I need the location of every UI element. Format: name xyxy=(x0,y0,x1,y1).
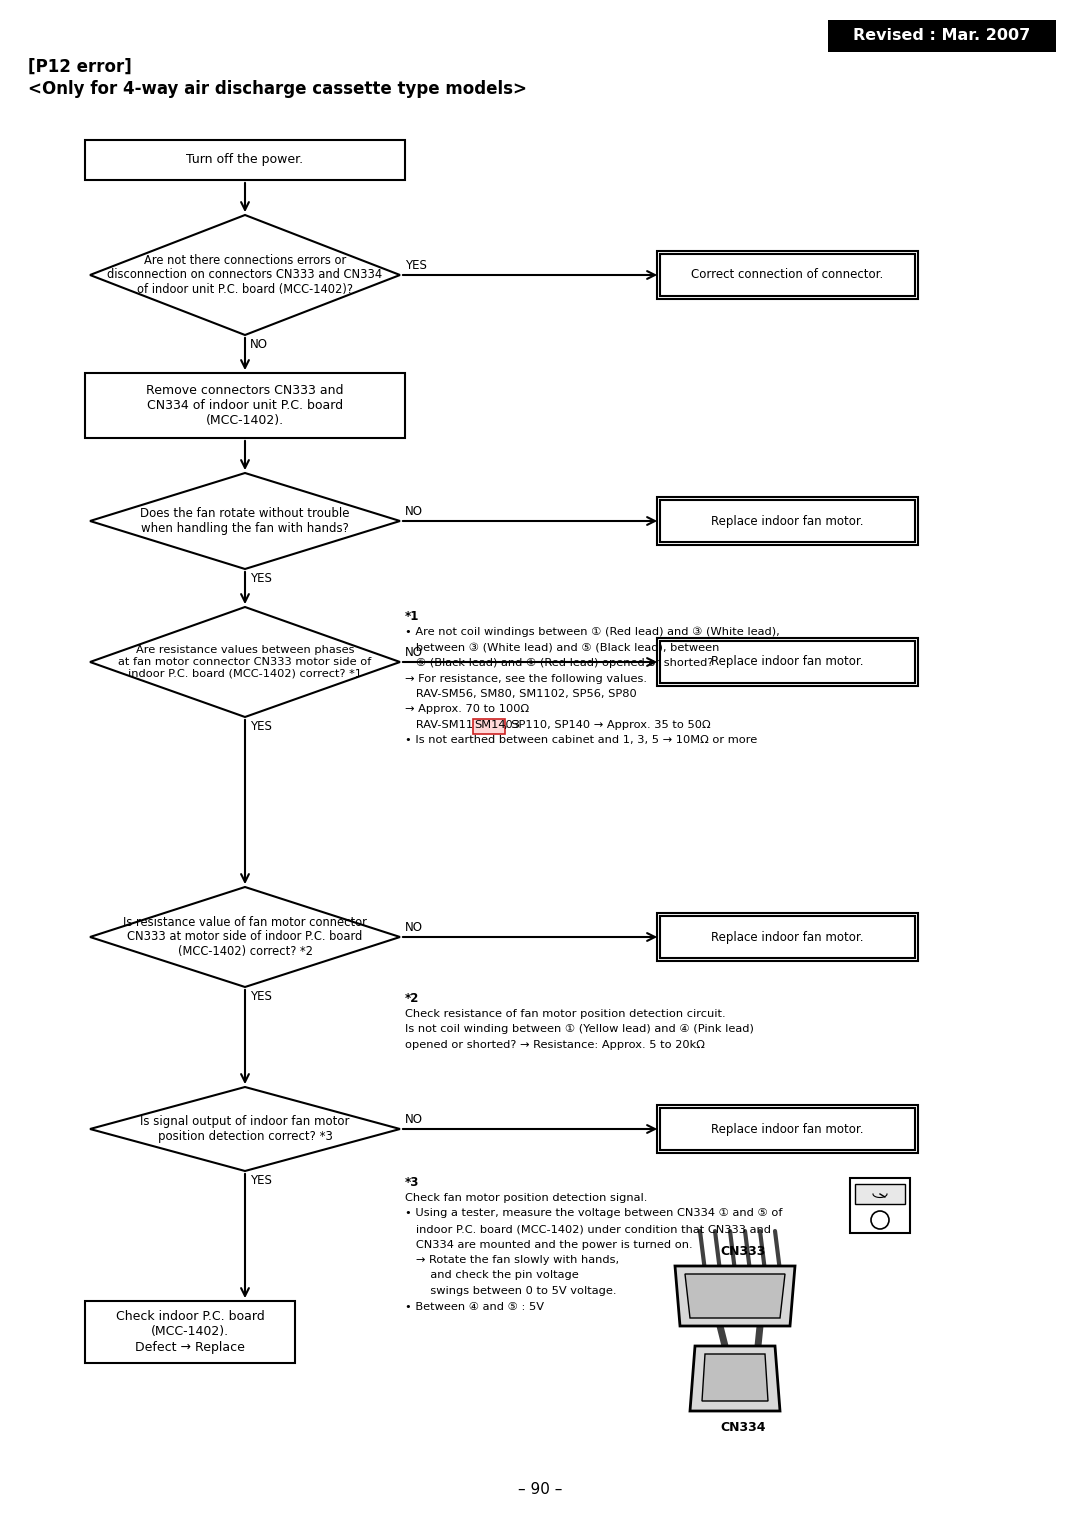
Text: Turn off the power.: Turn off the power. xyxy=(187,154,303,166)
Text: • Between ④ and ⑤ : 5V: • Between ④ and ⑤ : 5V xyxy=(405,1301,544,1312)
Bar xyxy=(828,20,1056,52)
Text: NO: NO xyxy=(405,921,423,933)
Bar xyxy=(657,637,918,686)
Text: Check fan motor position detection signal.: Check fan motor position detection signa… xyxy=(405,1193,647,1203)
Text: swings between 0 to 5V voltage.: swings between 0 to 5V voltage. xyxy=(405,1286,617,1296)
Polygon shape xyxy=(90,473,400,569)
Text: [P12 error]: [P12 error] xyxy=(28,58,132,76)
Text: *1: *1 xyxy=(405,610,419,624)
Text: → Rotate the fan slowly with hands,: → Rotate the fan slowly with hands, xyxy=(405,1255,619,1266)
Text: opened or shorted? → Resistance: Approx. 5 to 20kΩ: opened or shorted? → Resistance: Approx.… xyxy=(405,1040,705,1051)
Polygon shape xyxy=(690,1347,780,1411)
Text: ⑤ (Black lead) and ① (Red lead) opened or shorted?: ⑤ (Black lead) and ① (Red lead) opened o… xyxy=(405,657,714,668)
Text: indoor P.C. board (MCC-1402) under condition that CN333 and: indoor P.C. board (MCC-1402) under condi… xyxy=(405,1225,771,1234)
Text: • Is not earthed between cabinet and 1, 3, 5 → 10MΩ or more: • Is not earthed between cabinet and 1, … xyxy=(405,735,757,746)
Text: – 90 –: – 90 – xyxy=(517,1482,563,1498)
Bar xyxy=(660,500,915,541)
Text: • Are not coil windings between ① (Red lead) and ③ (White lead),: • Are not coil windings between ① (Red l… xyxy=(405,627,780,637)
Text: YES: YES xyxy=(249,720,272,734)
Text: Replace indoor fan motor.: Replace indoor fan motor. xyxy=(712,656,864,668)
Text: Check indoor P.C. board
(MCC-1402).
Defect → Replace: Check indoor P.C. board (MCC-1402). Defe… xyxy=(116,1310,265,1354)
Bar xyxy=(657,1106,918,1153)
Text: Revised : Mar. 2007: Revised : Mar. 2007 xyxy=(853,29,1030,44)
Text: *3: *3 xyxy=(405,1176,419,1190)
Text: RAV-SM1103,: RAV-SM1103, xyxy=(405,720,495,730)
Bar xyxy=(855,1183,905,1205)
Circle shape xyxy=(870,1211,889,1229)
Polygon shape xyxy=(90,1087,400,1171)
Text: Does the fan rotate without trouble
when handling the fan with hands?: Does the fan rotate without trouble when… xyxy=(140,506,350,535)
Polygon shape xyxy=(90,888,400,987)
Text: NO: NO xyxy=(405,1113,423,1125)
Text: Replace indoor fan motor.: Replace indoor fan motor. xyxy=(712,514,864,528)
Bar xyxy=(660,255,915,296)
Bar xyxy=(657,252,918,299)
Text: → Approx. 70 to 100Ω: → Approx. 70 to 100Ω xyxy=(405,705,529,715)
Bar xyxy=(660,917,915,958)
Bar xyxy=(85,140,405,180)
Text: CN334: CN334 xyxy=(720,1421,766,1434)
Bar xyxy=(473,718,504,734)
Text: CN334 are mounted and the power is turned on.: CN334 are mounted and the power is turne… xyxy=(405,1240,692,1249)
Bar xyxy=(660,1109,915,1150)
Text: Check resistance of fan motor position detection circuit.: Check resistance of fan motor position d… xyxy=(405,1010,726,1019)
Bar xyxy=(85,374,405,438)
Text: <Only for 4-way air discharge cassette type models>: <Only for 4-way air discharge cassette t… xyxy=(28,79,527,98)
Text: NO: NO xyxy=(405,647,423,659)
Text: Is not coil winding between ① (Yellow lead) and ④ (Pink lead): Is not coil winding between ① (Yellow le… xyxy=(405,1025,754,1034)
Text: Correct connection of connector.: Correct connection of connector. xyxy=(691,268,883,282)
Text: YES: YES xyxy=(405,259,427,271)
Text: and check the pin voltage: and check the pin voltage xyxy=(405,1270,579,1281)
Bar xyxy=(660,640,915,683)
Text: → For resistance, see the following values.: → For resistance, see the following valu… xyxy=(405,674,647,683)
Text: Are resistance values between phases
at fan motor connector CN333 motor side of
: Are resistance values between phases at … xyxy=(119,645,372,679)
Text: RAV-SM56, SM80, SM1102, SP56, SP80: RAV-SM56, SM80, SM1102, SP56, SP80 xyxy=(405,689,637,698)
Text: between ③ (White lead) and ⑤ (Black lead), between: between ③ (White lead) and ⑤ (Black lead… xyxy=(405,642,719,653)
Text: NO: NO xyxy=(249,339,268,351)
Polygon shape xyxy=(90,607,400,717)
Text: SM1403: SM1403 xyxy=(474,720,519,730)
Polygon shape xyxy=(90,215,400,336)
Bar xyxy=(657,497,918,544)
Bar xyxy=(657,913,918,961)
Text: YES: YES xyxy=(249,990,272,1003)
Text: Replace indoor fan motor.: Replace indoor fan motor. xyxy=(712,1122,864,1136)
Text: Is resistance value of fan motor connector
CN333 at motor side of indoor P.C. bo: Is resistance value of fan motor connect… xyxy=(123,915,367,959)
Text: NO: NO xyxy=(405,505,423,518)
Text: , SP110, SP140 → Approx. 35 to 50Ω: , SP110, SP140 → Approx. 35 to 50Ω xyxy=(503,720,711,730)
Text: • Using a tester, measure the voltage between CN334 ① and ⑤ of: • Using a tester, measure the voltage be… xyxy=(405,1208,783,1218)
Text: YES: YES xyxy=(249,572,272,586)
Polygon shape xyxy=(702,1354,768,1401)
Polygon shape xyxy=(685,1273,785,1318)
Text: CN333: CN333 xyxy=(720,1244,766,1258)
Text: *2: *2 xyxy=(405,991,419,1005)
Text: Are not there connections errors or
disconnection on connectors CN333 and CN334
: Are not there connections errors or disc… xyxy=(107,253,382,296)
Bar xyxy=(850,1177,910,1234)
Bar xyxy=(85,1301,295,1363)
Polygon shape xyxy=(675,1266,795,1327)
Text: Replace indoor fan motor.: Replace indoor fan motor. xyxy=(712,930,864,944)
Text: YES: YES xyxy=(249,1174,272,1186)
Text: Is signal output of indoor fan motor
position detection correct? *3: Is signal output of indoor fan motor pos… xyxy=(140,1115,350,1144)
Text: Remove connectors CN333 and
CN334 of indoor unit P.C. board
(MCC-1402).: Remove connectors CN333 and CN334 of ind… xyxy=(146,384,343,427)
